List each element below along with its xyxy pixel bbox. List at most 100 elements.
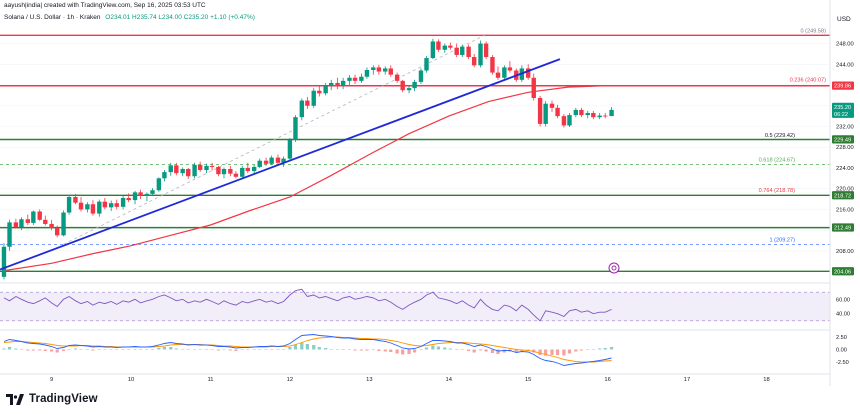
macd-histogram-bar [341, 349, 345, 350]
bearish-candle [549, 100, 555, 112]
candle-body [174, 165, 179, 174]
bullish-candle [156, 177, 162, 192]
macd-histogram-bar [478, 349, 483, 351]
macd-histogram-bar [460, 349, 464, 350]
time-axis-labels[interactable]: 9 10 11 12 13 14 15 16 17 18 [50, 377, 770, 383]
brand-name: TradingView [29, 393, 98, 405]
bullish-candle [567, 113, 572, 128]
candle-body [478, 43, 483, 66]
rsi-line [3, 288, 612, 322]
macd-histogram-bar [264, 349, 268, 350]
price-highlight-text: 229.49 [834, 138, 851, 144]
candle-body [156, 178, 162, 191]
candle-body [216, 166, 221, 175]
macd-histogram-bar [97, 349, 101, 350]
candle-body [73, 196, 78, 203]
symbol-line[interactable]: Solana / U.S. Dollar · 1h · Kraken [4, 14, 101, 21]
macd-histogram-bar [150, 349, 155, 350]
candle-body [490, 57, 495, 73]
candle-body [305, 100, 310, 106]
bullish-candle [240, 165, 245, 179]
candle-body [293, 117, 298, 140]
macd-histogram-bar [115, 349, 119, 350]
candle-body [502, 67, 507, 78]
candle-body [359, 76, 364, 81]
symbol-header: Solana / U.S. Dollar · 1h · Kraken O234.… [4, 14, 255, 21]
bearish-candle [400, 79, 405, 93]
macd-histogram-bar [609, 347, 614, 350]
bearish-candle [49, 219, 54, 231]
rsi-axis-label: 40.00 [836, 312, 850, 318]
candle-body [251, 166, 257, 172]
bullish-candle [597, 113, 602, 120]
alert-icon[interactable] [608, 262, 620, 274]
bullish-candle [478, 40, 483, 68]
bearish-candle [43, 215, 48, 226]
tradingview-brand[interactable]: TradingView [6, 393, 98, 405]
macd-histogram-bar [293, 344, 298, 350]
candle-body [597, 115, 602, 118]
time-axis-label: 9 [50, 377, 53, 383]
macd-histogram-bar [55, 349, 59, 353]
macd-histogram-bar [389, 349, 393, 352]
macd-histogram-bar [7, 347, 12, 350]
price-highlight-text: 239.86 [834, 84, 851, 90]
candle-body [78, 202, 84, 210]
candle-body [192, 164, 197, 177]
rsi-axis-labels: 60.00 40.00 [836, 297, 850, 317]
candle-body [400, 80, 405, 91]
bullish-candle [340, 77, 346, 90]
price-axis-label: 244.00 [836, 62, 854, 68]
candle-body [525, 68, 531, 78]
candle-body [287, 139, 293, 159]
macd-histogram-bar [419, 349, 423, 350]
candle-body [186, 168, 191, 177]
fib-labels: 0 (249.58) 0.236 (240.07) 0.5 (229.42) 0.61… [759, 28, 827, 243]
macd-histogram-bar [591, 349, 595, 350]
candle-body [317, 90, 322, 94]
candle-body [311, 90, 316, 106]
bearish-candle [555, 104, 560, 119]
bullish-candle [1, 243, 7, 280]
candle-body [269, 157, 274, 164]
bearish-candle [90, 200, 96, 216]
macd-histogram-bar [157, 348, 161, 350]
macd-histogram-bar [443, 347, 447, 350]
time-axis-label: 13 [366, 377, 372, 383]
bearish-candle [537, 95, 543, 127]
price-highlight-badge [832, 81, 854, 90]
candle-body [263, 160, 269, 164]
candle-body [228, 168, 233, 174]
candle-body [383, 68, 388, 72]
bullish-candle [460, 44, 465, 58]
price-axis-label: 224.00 [836, 166, 854, 172]
candle-body [543, 103, 548, 124]
candle-body [102, 201, 108, 208]
macd-histogram-bar [67, 349, 71, 350]
price-highlight-text: 212.49 [834, 226, 851, 232]
bearish-candle [376, 64, 382, 75]
macd-histogram-bar [138, 349, 143, 350]
candle-body [221, 168, 227, 175]
bearish-candle [335, 77, 340, 90]
macd-histogram-bar [258, 349, 262, 350]
macd-histogram [2, 342, 614, 356]
candle-body [466, 46, 471, 58]
bullish-candle [66, 194, 72, 215]
macd-histogram-bar [222, 349, 226, 350]
bearish-candle [209, 162, 215, 171]
bullish-candle [108, 200, 114, 211]
candle-body [61, 212, 66, 236]
macd-histogram-bar [61, 349, 66, 351]
bearish-candle [138, 189, 143, 200]
macd-histogram-bar [228, 349, 232, 351]
candle-body [352, 77, 358, 81]
candle-body [371, 67, 376, 70]
candle-body [335, 82, 340, 87]
macd-histogram-bar [324, 348, 328, 350]
bearish-candle [317, 86, 322, 97]
macd-histogram-bar [383, 349, 387, 352]
bearish-candle [37, 209, 42, 221]
candle-body [591, 113, 596, 118]
macd-histogram-bar [43, 349, 47, 351]
